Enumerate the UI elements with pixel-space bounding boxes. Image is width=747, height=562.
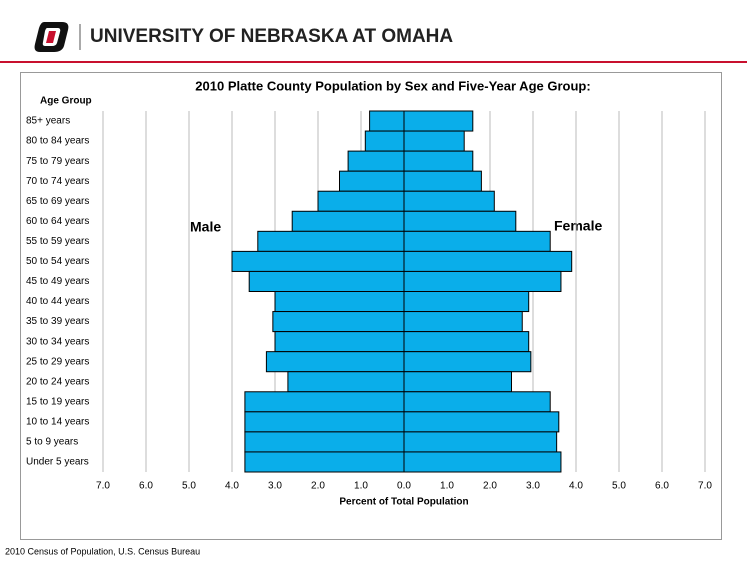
- bar: [403, 311, 523, 333]
- y-tick-label: 25 to 29 years: [26, 356, 89, 367]
- y-tick-label: 40 to 44 years: [26, 296, 89, 307]
- bar: [274, 291, 405, 313]
- y-tick-label: 35 to 39 years: [26, 316, 89, 327]
- x-tick-label: 4.0: [569, 481, 583, 492]
- bar: [291, 210, 405, 232]
- y-tick-label: 30 to 34 years: [26, 336, 89, 347]
- chart-title: 2010 Platte County Population by Sex and…: [195, 78, 590, 93]
- x-tick-label: 1.0: [354, 481, 368, 492]
- bar: [339, 170, 405, 192]
- x-tick-label: 3.0: [268, 481, 282, 492]
- bar: [369, 110, 405, 132]
- bar: [347, 150, 405, 172]
- y-tick-label: 15 to 19 years: [26, 396, 89, 407]
- bar: [244, 431, 405, 453]
- bar: [403, 270, 562, 293]
- x-tick-label: 6.0: [655, 481, 669, 492]
- x-tick-label: 2.0: [311, 481, 325, 492]
- bar: [317, 190, 405, 212]
- bar: [244, 411, 405, 433]
- y-tick-label: Under 5 years: [26, 457, 89, 468]
- bars: [231, 110, 573, 473]
- source-note: 2010 Census of Population, U.S. Census B…: [5, 546, 200, 556]
- bar: [265, 351, 405, 373]
- x-tick-label: 1.0: [440, 481, 454, 492]
- y-tick-label: 5 to 9 years: [26, 437, 78, 448]
- bar: [248, 270, 405, 293]
- bar: [403, 331, 530, 353]
- bar: [403, 351, 532, 373]
- x-tick-label: 4.0: [225, 481, 239, 492]
- y-axis-label: Age Group: [40, 96, 92, 107]
- x-tick-label: 3.0: [526, 481, 540, 492]
- bar: [231, 250, 405, 272]
- bar: [403, 150, 474, 172]
- y-tick-label: 75 to 79 years: [26, 156, 89, 167]
- y-tick-label: 45 to 49 years: [26, 276, 89, 287]
- y-tick-label: 55 to 59 years: [26, 236, 89, 247]
- bar: [403, 130, 465, 152]
- bar: [403, 210, 517, 232]
- bar: [403, 371, 512, 393]
- bar: [403, 451, 562, 473]
- y-tick-label: 60 to 64 years: [26, 216, 89, 227]
- header-title: UNIVERSITY OF NEBRASKA AT OMAHA: [90, 26, 453, 47]
- y-tick-label: 20 to 24 years: [26, 376, 89, 387]
- logo: [34, 22, 69, 52]
- bar: [403, 291, 530, 313]
- y-tick-label: 85+ years: [26, 116, 70, 127]
- bar: [403, 190, 495, 212]
- x-tick-label: 6.0: [139, 481, 153, 492]
- x-axis-label: Percent of Total Population: [339, 497, 468, 508]
- bar: [403, 170, 482, 192]
- bar: [403, 230, 551, 252]
- bar: [403, 250, 573, 272]
- bar: [244, 391, 405, 413]
- x-tick-label: 5.0: [612, 481, 626, 492]
- y-tick-label: 10 to 14 years: [26, 417, 89, 428]
- y-tick-label: 70 to 74 years: [26, 176, 89, 187]
- y-tick-label: 65 to 69 years: [26, 196, 89, 207]
- x-tick-label: 0.0: [397, 481, 411, 492]
- bar: [274, 331, 405, 353]
- bar: [403, 110, 474, 132]
- bar: [403, 431, 558, 453]
- x-tick-label: 5.0: [182, 481, 196, 492]
- legend-male: Male: [190, 219, 221, 235]
- bar: [272, 311, 405, 333]
- x-tick-label: 7.0: [96, 481, 110, 492]
- bar: [287, 371, 405, 393]
- legend-female: Female: [554, 218, 602, 234]
- bar: [403, 411, 560, 433]
- x-tick-label: 7.0: [698, 481, 712, 492]
- y-tick-label: 80 to 84 years: [26, 136, 89, 147]
- y-tick-label: 50 to 54 years: [26, 256, 89, 267]
- bar: [257, 230, 405, 252]
- chart-frame: [20, 72, 722, 540]
- bar: [244, 451, 405, 473]
- bar: [403, 391, 551, 413]
- bar: [364, 130, 405, 152]
- x-tick-label: 2.0: [483, 481, 497, 492]
